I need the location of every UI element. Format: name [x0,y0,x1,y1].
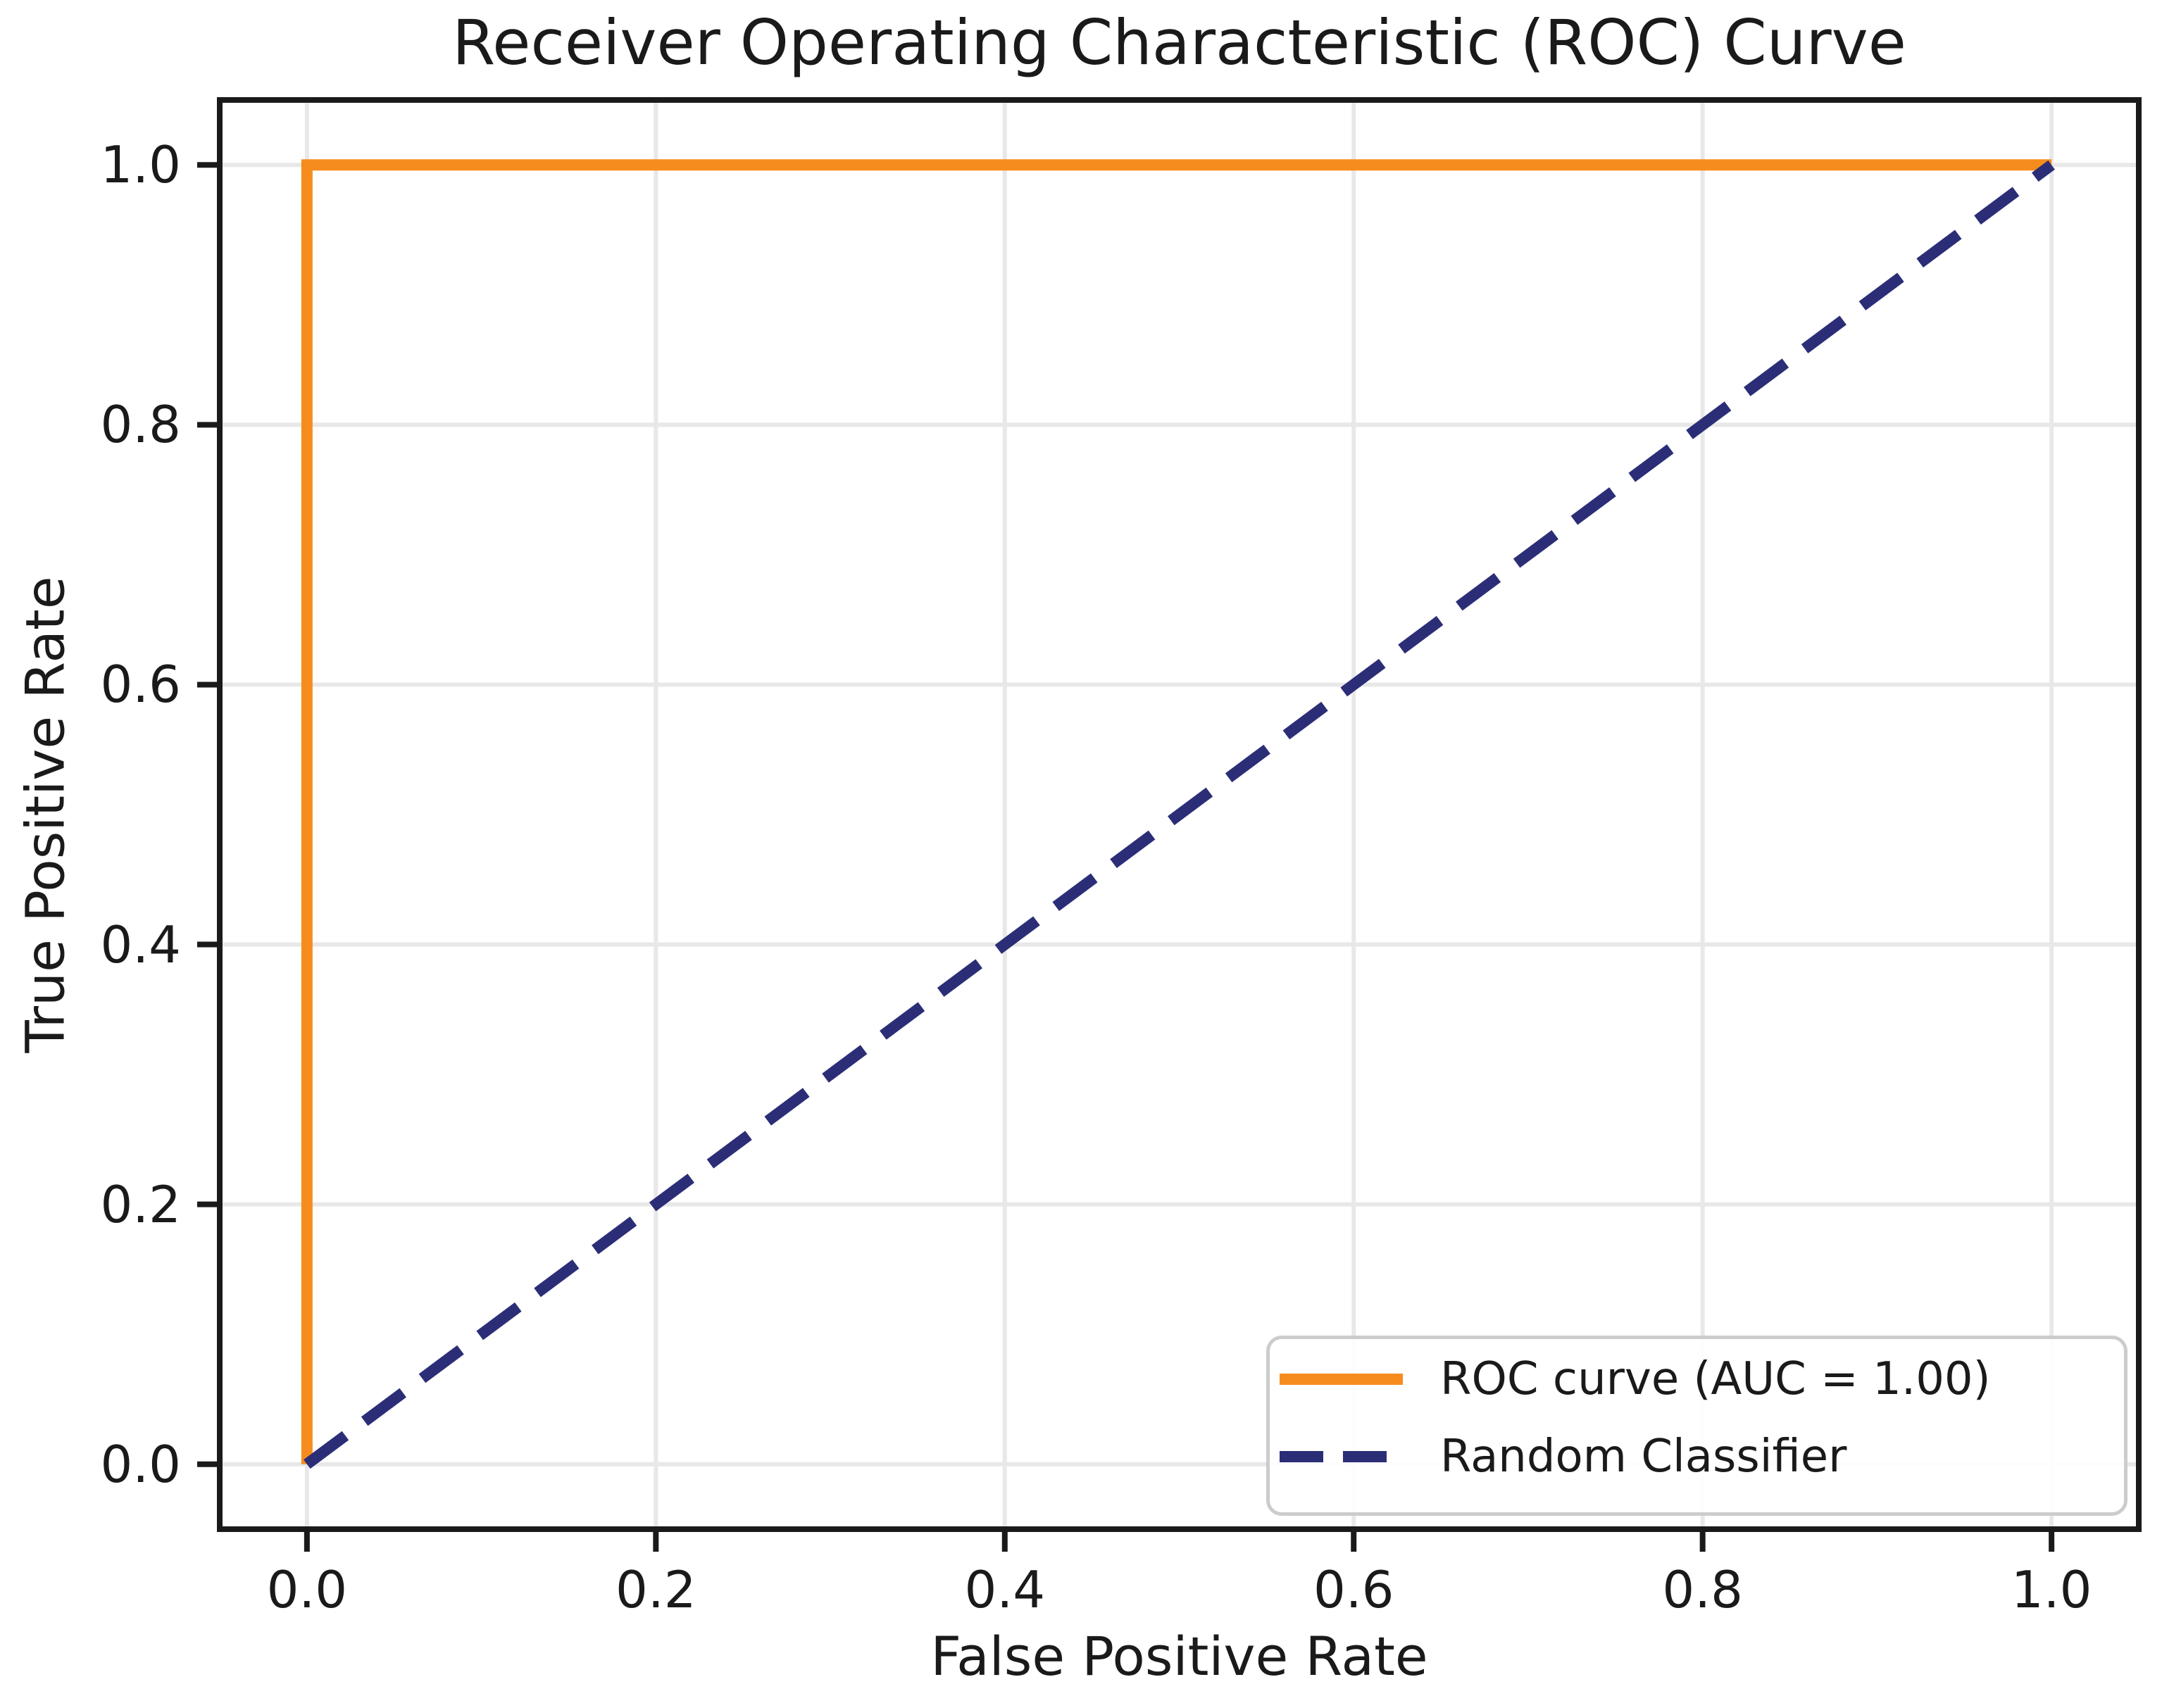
random-classifier-line-swatch [1280,1451,1403,1462]
series-line-0 [301,159,2052,1464]
x-tick-label: 0.8 [1662,1560,1743,1619]
roc-curve-line-swatch [1280,1374,1403,1385]
y-tick-label: 0.4 [100,915,181,974]
series-line-1 [304,160,2055,1469]
legend-item-random-classifier: Random Classifier [1278,1426,2103,1487]
x-axis-label: False Positive Rate [930,1625,1428,1688]
x-tick-label: 0.4 [964,1560,1046,1619]
axes-spines [217,97,2142,1532]
x-tick-label: 1.0 [2011,1560,2092,1619]
y-tick-label: 0.6 [100,655,181,715]
y-axis-label: True Positive Rate [13,576,77,1053]
chart-title: Receiver Operating Characteristic (ROC) … [452,6,1906,79]
legend-label-roc-curve: ROC curve (AUC = 1.00) [1440,1353,1991,1405]
x-tick-label: 0.0 [266,1560,348,1619]
y-tick-label: 1.0 [100,135,181,195]
x-tick-label: 0.6 [1313,1560,1394,1619]
y-tick-label: 0.2 [100,1174,181,1234]
legend-item-roc-curve: ROC curve (AUC = 1.00) [1278,1349,2103,1409]
legend-label-random-classifier: Random Classifier [1440,1431,1847,1483]
legend: ROC curve (AUC = 1.00) Random Classifier [1266,1336,2127,1516]
y-tick-label: 0.0 [100,1434,181,1494]
x-tick-label: 0.2 [616,1560,696,1619]
y-tick-label: 0.8 [100,395,181,455]
